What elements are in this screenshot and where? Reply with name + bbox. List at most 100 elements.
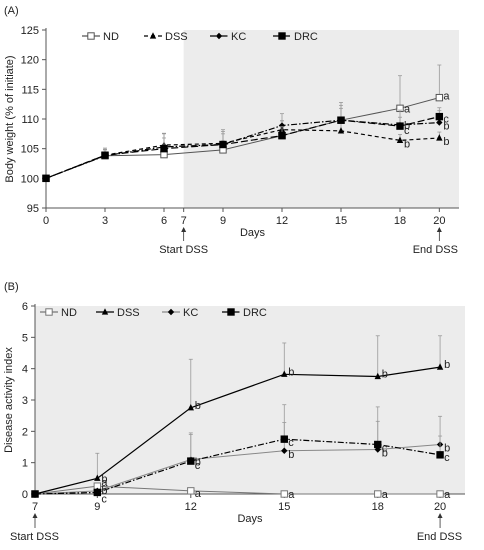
panel-a-point-kc [436,119,443,126]
panel-a-significance-label: b [443,121,449,133]
panel-b-y-axis-label: Disease activity index [3,347,15,453]
panel-b-point-dss [374,372,381,380]
panel-b-annotation-label: Start DSS [10,531,59,543]
panel-a-significance-label: a [404,103,411,115]
panel-a-x-tick-label: 6 [161,215,167,227]
panel-a-legend: ND DSS KC DRC [82,31,318,43]
panel-b-point-dss [281,370,288,377]
panel-a-point-dss [396,136,404,143]
panel-a-x-tick-label: 7 [181,215,187,227]
panel-a-legend-marker [149,32,157,39]
panel-b-legend-marker [167,308,175,316]
panel-b-y-tick-label: 3 [22,395,28,407]
panel-b-point-nd [187,487,195,495]
panel-a-y-tick-label: 100 [21,173,39,185]
panel-b-legend-item-dss: DSS [96,307,140,319]
panel-a-x-axis-label: Days [240,227,266,239]
panel-a-y-tick-label: 110 [21,114,39,126]
panel-a-y-tick-label: 95 [27,203,39,215]
panel-a-annotation-arrow-head [436,227,442,232]
panel-a-significance-label: b [404,120,410,132]
panel-a-x-tick-label: 18 [394,215,406,227]
panel-a-series-line-drc [45,116,440,179]
panel-b-dss-shaded-region [35,306,465,494]
panel-a-point-drc [435,112,444,121]
panel-a-dss-shaded-region [183,30,459,208]
panel-a-x-tick-label: 12 [276,215,288,227]
panel-a-series-line-nd [45,97,440,179]
panel-a-legend-label: KC [231,31,246,43]
panel-b-annotation-end: End DSS [417,513,462,543]
panel-a-x-tick-label: 15 [335,215,347,227]
panel-a-y-axis-label: Body weight (% of initiate) [4,55,16,182]
panel-b-significance-label: b [195,457,201,469]
panel-a-point-nd [435,93,444,102]
panel-a-annotation-label: End DSS [413,244,458,256]
panel-b-annotation-arrow-head [32,513,38,518]
panel-a-x-tick-label: 3 [102,215,108,227]
panel-a-series-drc [42,107,444,183]
panel-a-point-drc [160,144,168,153]
panel-b-y-tick-label: 1 [22,458,28,470]
panel-b-point-dss [187,404,194,411]
panel-b-x-tick-label: 15 [278,501,290,513]
panel-a-body-weight-chart: (A) 95 100 105 110 115 120 125 0 3 6 7 9 12 15 18 20 Days… [4,5,459,256]
panel-b-significance-label: b [288,449,294,461]
panel-a-legend-item-drc: DRC [273,31,318,43]
panel-a-significance-label: b [443,136,449,148]
panel-a-y-tick-label: 125 [21,25,39,37]
panel-a-point-drc [396,122,404,130]
panel-b-point-drc [93,488,102,497]
panel-b-legend-marker [101,308,109,315]
panel-a-legend-marker [87,32,95,40]
panel-b-significance-label: b [288,366,294,378]
panel-b-significance-label: c [288,437,294,449]
panel-a-point-dss [337,127,345,134]
panel-b-series-drc [31,404,444,498]
panel-b-series-line-nd [34,485,441,495]
panel-b-series-nd [31,482,444,498]
panel-b-significance-label: b [444,442,450,454]
panel-a-annotation-arrow-head [181,227,187,232]
panel-a-x-tick-label: 20 [433,215,445,227]
panel-b-significance-label: c [195,460,201,472]
panel-b-x-tick-label: 9 [94,501,100,513]
panel-a-legend-marker [215,32,223,40]
panel-b-significance-label: b [444,359,450,371]
panel-a-legend-item-nd: ND [82,31,119,43]
panel-b-y-tick-label: 2 [22,426,28,438]
panel-a-legend-label: DSS [165,31,188,43]
panel-a-point-drc [219,140,227,149]
panel-b-y-tick-label: 5 [22,332,28,344]
panel-b-legend-label: DSS [117,307,140,319]
panel-b-significance-label: b [101,473,107,485]
panel-a-significance-label: c [404,125,410,137]
panel-a-significance-label: b [404,138,410,150]
panel-b-x-tick-label: 18 [372,501,384,513]
panel-b-point-dss [94,474,101,481]
panel-b-annotation-arrow-head [437,513,443,518]
panel-b-significance-label: b [101,485,107,497]
panel-b-significance-label: a [382,489,389,501]
panel-a-point-drc [42,174,50,183]
panel-b-annotation-label: End DSS [417,531,462,543]
panel-b-significance-label: c [382,442,388,454]
panel-b-point-drc [374,440,382,449]
panel-a-legend-item-kc: KC [210,31,246,43]
panel-a-panel-label: (A) [4,5,19,17]
panel-a-y-tick-label: 115 [21,84,39,96]
panel-b-legend-item-drc: DRC [222,307,267,319]
panel-b-significance-label: a [195,488,202,500]
panel-b-point-nd [436,490,444,498]
panel-b-point-drc [436,451,444,459]
panel-a-y-tick-label: 105 [21,144,39,156]
panel-a-x-tick-label: 9 [220,215,226,227]
panel-a-point-dss [436,134,443,141]
panel-b-point-nd [280,490,288,498]
panel-b-significance-label: b [382,369,388,381]
panel-b-point-nd [374,490,382,498]
panel-b-significance-label: b [195,400,201,412]
panel-b-legend-label: ND [61,307,77,319]
